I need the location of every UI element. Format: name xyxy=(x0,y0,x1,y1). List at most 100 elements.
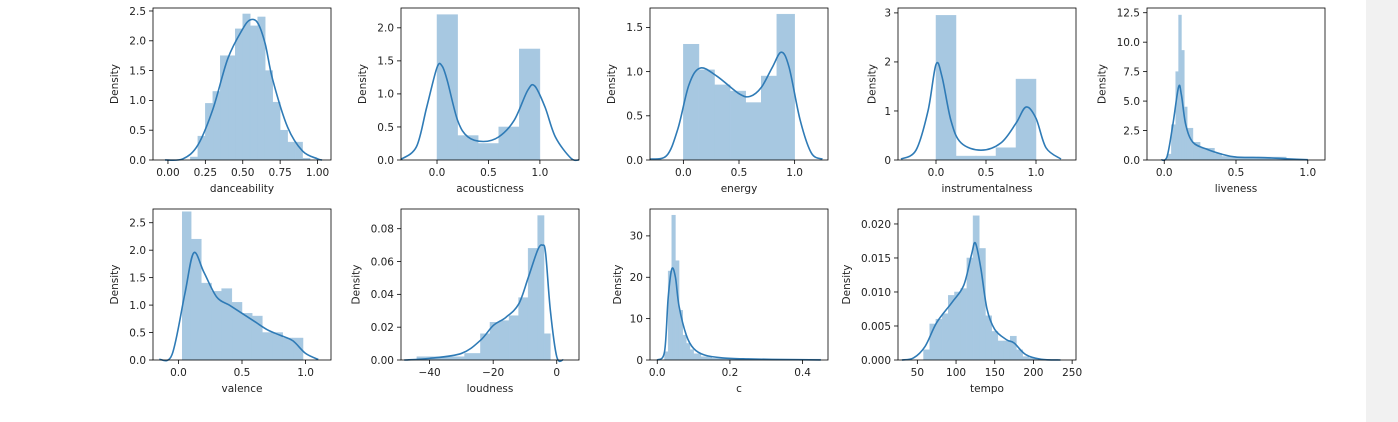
hist-bar xyxy=(997,340,1005,361)
y-tick-label: 0.5 xyxy=(377,122,394,134)
y-tick-label: 2.0 xyxy=(129,36,146,48)
x-tick-label: 0.25 xyxy=(194,167,217,179)
x-tick-label: 0.5 xyxy=(234,367,251,379)
hist-bar xyxy=(714,84,731,161)
hist-bar xyxy=(700,356,713,361)
hist-bar xyxy=(190,156,199,161)
hist-bar xyxy=(960,288,968,361)
axes-frame xyxy=(400,7,580,161)
y-tick-label: 0.0 xyxy=(129,355,146,367)
y-tick-label: 0.5 xyxy=(626,111,643,123)
y-axis-label: Density xyxy=(606,64,618,104)
y-tick-label: 5.0 xyxy=(1123,96,1140,108)
hist-bar xyxy=(282,337,294,361)
x-tick-label: 0.5 xyxy=(731,167,748,179)
hist-bar xyxy=(1022,356,1030,361)
y-tick-label: 7.5 xyxy=(1123,66,1140,78)
x-tick-label: 0 xyxy=(553,367,560,379)
x-tick-label: 1.0 xyxy=(1028,167,1045,179)
hist-bar xyxy=(221,288,233,361)
x-axis-label: tempo xyxy=(970,383,1004,395)
x-axis-label: c xyxy=(736,383,742,395)
y-axis-label: Density xyxy=(350,265,362,305)
y-tick-label: 0.08 xyxy=(371,223,394,235)
y-tick-label: 2.5 xyxy=(129,218,146,230)
y-tick-label: 0.0 xyxy=(626,155,643,167)
hist-bar xyxy=(991,331,999,361)
x-tick-label: 50 xyxy=(911,367,924,379)
y-tick-label: 2 xyxy=(884,57,891,69)
y-tick-label: 0.06 xyxy=(371,256,395,268)
hist-bar xyxy=(518,297,529,361)
hist-bar xyxy=(675,260,680,361)
hist-bar xyxy=(241,313,253,361)
axes-frame xyxy=(897,7,1077,161)
hist-bar xyxy=(543,333,551,361)
y-tick-label: 0.015 xyxy=(861,253,891,265)
y-tick-label: 0.00 xyxy=(371,355,394,367)
x-tick-label: 0.75 xyxy=(268,167,291,179)
y-tick-label: 0.5 xyxy=(129,327,146,339)
y-tick-label: 1.5 xyxy=(377,56,394,68)
y-tick-label: 2.5 xyxy=(1123,125,1140,137)
hist-bar xyxy=(272,101,281,161)
vertical-scrollbar[interactable] xyxy=(1366,0,1398,422)
y-axis-label: Density xyxy=(357,64,369,104)
x-tick-label: 1.0 xyxy=(786,167,803,179)
hist-bar xyxy=(287,141,296,161)
kde-line xyxy=(164,18,323,162)
x-axis-label: liveness xyxy=(1215,183,1258,195)
hist-bar xyxy=(972,215,980,361)
hist-bar xyxy=(698,69,715,161)
x-tick-label: 0.0 xyxy=(170,367,187,379)
x-tick-label: 0.2 xyxy=(722,367,739,379)
hist-bar xyxy=(1003,340,1011,361)
hist-bar xyxy=(954,291,961,361)
y-tick-label: 0.5 xyxy=(129,125,146,137)
y-tick-label: 3 xyxy=(884,8,891,20)
y-tick-label: 0 xyxy=(884,155,891,167)
hist-bar xyxy=(499,320,510,361)
y-tick-label: 0.010 xyxy=(861,287,891,299)
y-tick-label: 0.000 xyxy=(861,355,891,367)
y-tick-label: 20 xyxy=(630,272,643,284)
kde-line xyxy=(400,62,580,162)
y-tick-label: 0 xyxy=(636,355,643,367)
x-axis-label: acousticness xyxy=(456,183,524,195)
hist-bar xyxy=(671,214,676,361)
axes-frame xyxy=(152,7,332,161)
hist-bar xyxy=(683,43,700,161)
kde-line xyxy=(900,61,1062,160)
y-axis-label: Density xyxy=(612,265,624,305)
hist-bar xyxy=(995,147,1017,161)
y-tick-label: 1.0 xyxy=(129,95,146,107)
y-tick-label: 1.0 xyxy=(377,89,394,101)
axes-frame xyxy=(897,208,1077,361)
x-tick-label: 200 xyxy=(1023,367,1043,379)
y-tick-label: 1.5 xyxy=(129,65,146,77)
subplot-danceability: 0.00 0.25 0.50 0.75 1.00 0.0 0.5 1.0 1.5 2.0 2.5 da… xyxy=(109,6,332,195)
y-tick-label: 10 xyxy=(630,313,643,325)
hist-bar xyxy=(682,334,687,361)
x-tick-label: 0.0 xyxy=(429,167,446,179)
y-tick-label: 1.0 xyxy=(626,66,643,78)
kde-line xyxy=(656,267,821,361)
y-axis-label: Density xyxy=(109,64,121,104)
y-tick-label: 1.5 xyxy=(626,22,643,34)
hist-bar xyxy=(448,356,465,361)
y-tick-label: 1 xyxy=(884,106,891,118)
x-tick-label: 0.0 xyxy=(928,167,945,179)
hist-bar xyxy=(272,332,283,361)
subplot-instrumentalness: 0.0 0.5 1.0 0 1 2 3 instrumentalness Density xyxy=(867,7,1077,195)
hist-bar xyxy=(212,91,221,161)
y-tick-label: 0.020 xyxy=(861,219,891,231)
x-tick-label: 0.0 xyxy=(675,167,692,179)
x-tick-label: 0.00 xyxy=(156,167,179,179)
hist-bar xyxy=(249,25,258,161)
figure: 0.00 0.25 0.50 0.75 1.000.00.51.01.52.02.5da… xyxy=(109,6,1326,395)
y-tick-label: 2.5 xyxy=(129,6,146,18)
kde-line xyxy=(404,244,564,363)
y-tick-label: 1.5 xyxy=(129,272,146,284)
y-tick-label: 0.0 xyxy=(1123,155,1140,167)
hist-bar xyxy=(729,90,746,161)
